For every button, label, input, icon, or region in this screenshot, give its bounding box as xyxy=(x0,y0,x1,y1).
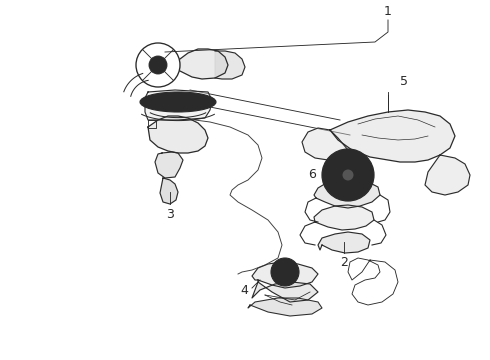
Polygon shape xyxy=(252,282,318,302)
Polygon shape xyxy=(318,232,370,253)
Circle shape xyxy=(271,258,299,286)
Circle shape xyxy=(278,265,292,279)
Polygon shape xyxy=(314,205,374,230)
Polygon shape xyxy=(314,180,380,208)
Circle shape xyxy=(343,170,353,180)
Polygon shape xyxy=(252,262,318,288)
Text: 4: 4 xyxy=(240,284,248,297)
Polygon shape xyxy=(160,178,178,204)
Polygon shape xyxy=(302,128,348,160)
Polygon shape xyxy=(330,110,455,162)
Polygon shape xyxy=(180,49,228,79)
Polygon shape xyxy=(248,298,322,316)
Circle shape xyxy=(337,164,359,186)
Circle shape xyxy=(322,149,374,201)
Text: 1: 1 xyxy=(384,5,392,18)
Polygon shape xyxy=(145,90,212,120)
Text: 3: 3 xyxy=(166,208,174,221)
Polygon shape xyxy=(148,116,208,153)
Text: 6: 6 xyxy=(308,168,316,181)
Polygon shape xyxy=(425,155,470,195)
Text: 5: 5 xyxy=(400,75,408,88)
Polygon shape xyxy=(155,152,183,178)
Text: 2: 2 xyxy=(340,256,348,269)
Ellipse shape xyxy=(140,92,216,112)
Circle shape xyxy=(149,56,167,74)
Polygon shape xyxy=(215,51,245,79)
